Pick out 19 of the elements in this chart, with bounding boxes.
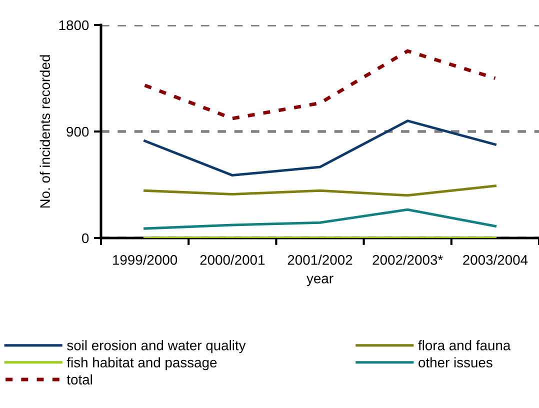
y-tick-label: 1800 <box>59 20 89 30</box>
line-series <box>144 208 496 230</box>
y-axis-title: No. of incidents recorded <box>40 55 50 208</box>
y-tick-label: 900 <box>66 126 89 137</box>
legend-label: total <box>66 374 92 385</box>
line-series <box>144 120 496 177</box>
y-tick-label: 0 <box>82 233 89 244</box>
x-tick-label: 2003/2004 <box>463 254 528 265</box>
x-tick-label: 1999/2000 <box>113 254 178 265</box>
x-tick-label: 2001/2002 <box>288 254 352 265</box>
legend-label: soil erosion and water quality <box>67 340 246 354</box>
x-tick-label: 2000/2001 <box>200 254 265 265</box>
x-tick-label: 2002/2003* <box>372 254 443 265</box>
line-series <box>143 49 497 120</box>
legend-label: fish habitat and passage <box>66 357 217 370</box>
legend-label: other issues <box>418 357 492 368</box>
x-axis-title: year <box>306 276 334 286</box>
legend-label: flora and fauna <box>418 340 511 350</box>
line-series <box>144 184 496 197</box>
